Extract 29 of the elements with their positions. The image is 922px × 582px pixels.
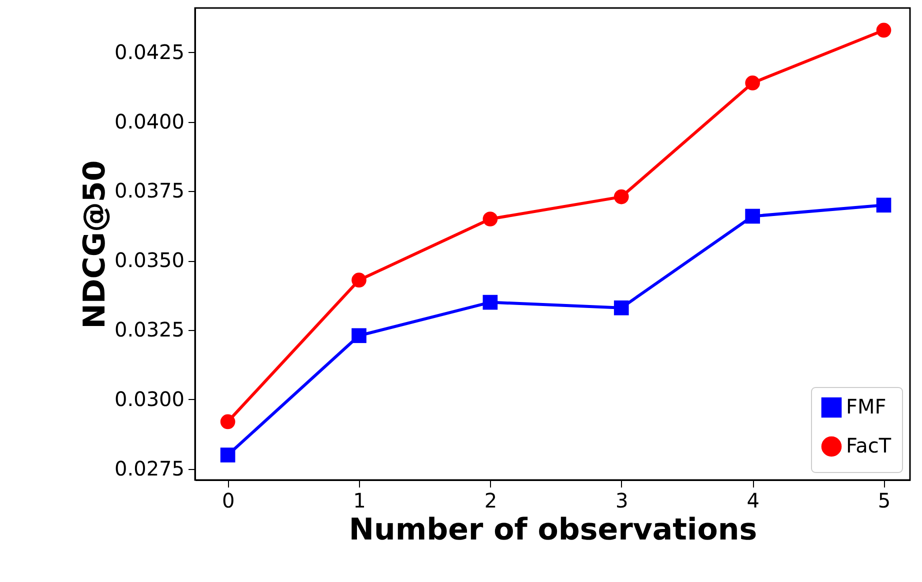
x-tick-label: 2 <box>484 488 498 512</box>
y-tick-label: 0.0300 <box>114 386 184 411</box>
point <box>876 198 892 213</box>
point <box>745 76 760 90</box>
point <box>482 294 498 310</box>
y-tick-label: 0.0275 <box>114 456 184 480</box>
point <box>220 448 236 462</box>
y-tick-label: 0.0400 <box>114 109 184 134</box>
y-tick-label: 0.0375 <box>114 178 184 203</box>
point <box>745 208 760 224</box>
y-tick-label: 0.0325 <box>114 318 184 342</box>
point <box>614 300 629 316</box>
x-tick-label: 5 <box>878 488 891 512</box>
point <box>876 22 892 38</box>
y-tick-label: 0.0425 <box>114 40 184 64</box>
x-axis-title: Number of observations <box>348 512 758 548</box>
x-tick-label: 4 <box>746 488 760 512</box>
point <box>352 328 366 344</box>
legend-label: FMF <box>846 394 886 418</box>
point <box>352 272 366 288</box>
point <box>220 414 236 430</box>
y-axis-title: NDCG@50 <box>78 160 113 329</box>
x-tick-label: 3 <box>616 488 628 512</box>
y-tick-label: 0.0350 <box>114 248 184 272</box>
legend-label: FacT <box>846 434 892 458</box>
x-tick-label: 1 <box>353 488 366 512</box>
point <box>614 189 629 204</box>
point <box>482 212 498 226</box>
x-tick-label: 0 <box>222 488 235 512</box>
